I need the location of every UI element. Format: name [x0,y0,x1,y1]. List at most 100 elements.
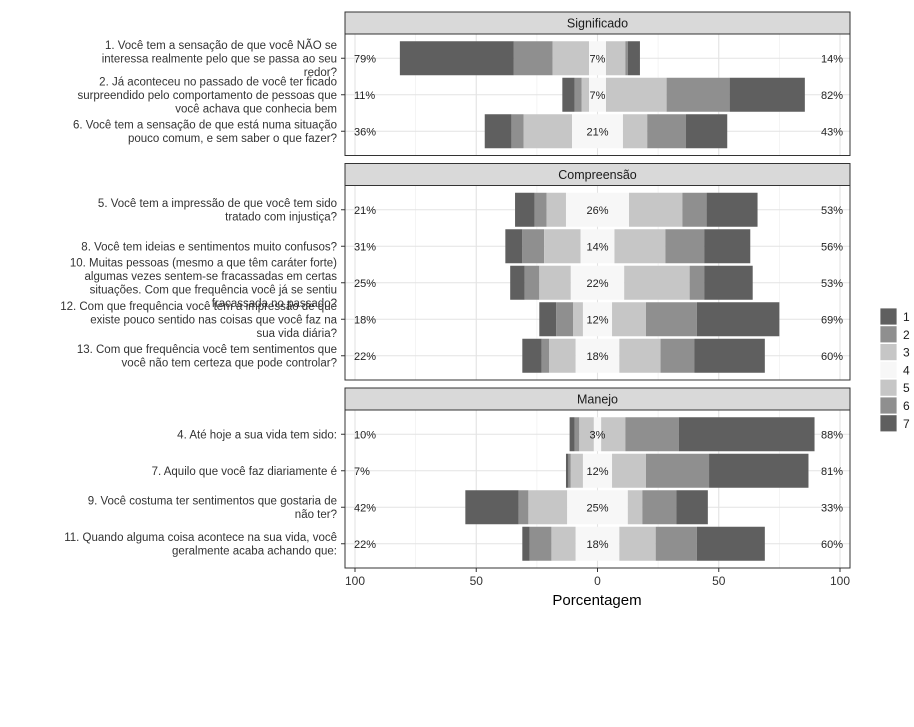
neutral-percent-label: 18% [586,351,608,363]
bar-segment-4 [589,41,606,76]
question-label: 8. Você tem ideias e sentimentos muito c… [81,241,337,253]
left-percent-label: 22% [354,351,376,363]
likert-row: 79% 7% 14% [354,41,843,76]
bar-segment-6 [646,453,710,488]
likert-row: 31% 14% 56% [354,229,843,264]
legend-key-4 [879,360,898,379]
bar-segment-4 [582,453,613,488]
legend-key-5 [879,378,898,397]
likert-row: 36% 21% 43% [354,114,843,149]
left-percent-label: 31% [354,241,376,253]
likert-row: 7% 12% 81% [354,453,843,488]
likert-row: 22% 18% 60% [354,338,843,373]
bar-segment-3 [546,192,566,227]
bar-segment-5 [627,490,643,525]
neutral-percent-label: 7% [590,53,606,65]
neutral-percent-label: 25% [586,502,608,514]
bar-segment-1 [522,338,542,373]
x-axis: 100 50 0 50 100 [345,568,850,588]
bar-segment-5 [629,192,683,227]
bar-segment-3 [573,302,583,337]
bar-segment-1 [465,490,519,525]
bar-segment-6 [665,229,705,264]
bar-segment-3 [544,229,581,264]
right-percent-label: 56% [821,241,843,253]
bar-segment-2 [511,114,524,149]
bar-segment-1 [515,192,535,227]
right-percent-label: 60% [821,539,843,551]
bar-segment-2 [524,265,540,300]
bar-segment-6 [689,265,705,300]
right-percent-label: 88% [821,429,843,441]
right-percent-label: 53% [821,278,843,290]
bar-segment-3 [528,490,568,525]
likert-row: 25% 22% 53% [354,265,843,300]
left-percent-label: 36% [354,126,376,138]
neutral-percent-label: 14% [586,241,608,253]
bar-segment-7 [696,302,780,337]
neutral-percent-label: 18% [586,539,608,551]
legend-label: 5 [903,381,910,395]
bar-segment-4 [589,77,606,112]
right-percent-label: 43% [821,126,843,138]
bar-segment-4 [580,229,615,264]
bar-segment-6 [625,41,628,76]
right-percent-label: 82% [821,90,843,102]
bar-segment-1 [562,77,575,112]
bar-segment-2 [541,338,549,373]
question-label: 9. Você costuma ter sentimentos que gost… [88,496,337,522]
chart-panels: Significado 79% 7% 14% 1. Você tem a sensaçã… [60,11,851,569]
bar-segment-5 [605,41,626,76]
bar-segment-5 [612,302,646,337]
panel: Manejo 10% 3% 88% 4. Até hoje a sua vida tem… [64,387,851,569]
panel: Compreensão 21% 26% 53% 5. Você tem a impres… [60,163,851,381]
bar-segment-7 [709,453,809,488]
neutral-percent-label: 26% [586,205,608,217]
bar-segment-5 [612,453,646,488]
neutral-percent-label: 22% [586,278,608,290]
panel-border [344,33,851,156]
panel-title: Significado [567,17,628,31]
bar-segment-5 [601,417,626,452]
panel: Significado 79% 7% 14% 1. Você tem a sensaçã… [73,11,851,156]
legend-label: 7 [903,417,910,431]
right-percent-label: 81% [821,466,843,478]
legend-key-1 [879,307,898,326]
bar-segment-6 [655,526,697,561]
bar-segment-1 [505,229,523,264]
question-label: 5. Você tem a impressão de que você tem … [98,198,337,224]
bar-segment-4 [567,490,628,525]
bar-segment-2 [529,526,552,561]
bar-segment-7 [696,526,765,561]
bar-segment-7 [706,192,758,227]
question-label: 10. Muitas pessoas (mesmo a que têm cará… [70,258,337,311]
bar-segment-7 [678,417,815,452]
panel-border [344,185,851,381]
bar-segment-6 [660,338,695,373]
x-tick-label: 0 [594,574,601,588]
bar-segment-2 [574,77,582,112]
question-label: 13. Com que frequência você tem sentimen… [77,344,337,370]
bar-segment-4 [575,526,620,561]
question-label: 11. Quando alguma coisa acontece na sua … [64,532,337,558]
question-label: 1. Você tem a sensação de que você NÃO s… [102,39,337,79]
bar-segment-6 [647,114,687,149]
neutral-percent-label: 12% [586,314,608,326]
bar-segment-5 [605,77,667,112]
left-percent-label: 79% [354,53,376,65]
bar-segment-2 [574,417,580,452]
bar-segment-7 [686,114,728,149]
panel-title: Manejo [577,393,618,407]
left-percent-label: 11% [354,90,375,102]
bar-segment-2 [522,229,545,264]
x-tick-label: 50 [712,574,726,588]
x-axis-title: Porcentagem [552,592,641,609]
bar-segment-2 [534,192,547,227]
neutral-percent-label: 21% [586,126,608,138]
bar-segment-4 [570,265,625,300]
bar-segment-1 [510,265,525,300]
left-percent-label: 7% [354,466,370,478]
bar-segment-7 [729,77,805,112]
bar-segment-1 [569,417,575,452]
legend-label: 6 [903,399,910,413]
